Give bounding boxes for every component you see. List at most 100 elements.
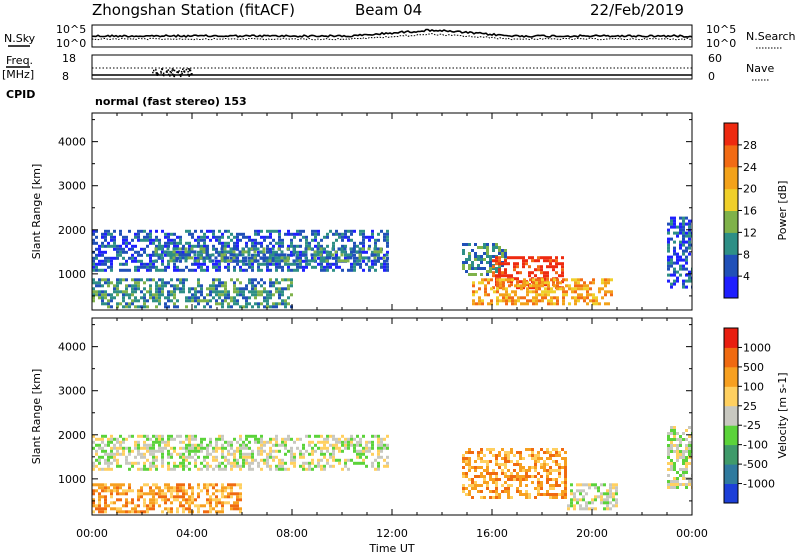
freq-dot [180,73,182,76]
freq-label: Freq. [6,54,33,67]
freq-dot [180,70,183,73]
colorbar-swatch [724,166,738,190]
y-tick-label: 3000 [58,180,86,193]
x-tick-label: 04:00 [176,527,208,540]
beam-label: Beam 04 [355,1,422,19]
freq-dot [155,69,157,71]
power-region [667,216,692,289]
cpid-label: CPID [6,88,35,101]
freq-dot [183,70,186,72]
time-axis: 00:00 04:00 08:00 12:00 16:00 20:00 00:00 [76,527,708,540]
cpid-value: normal (fast stereo) 153 [95,95,247,108]
nave-bottom-tick: 0 [708,70,715,83]
colorbar-swatch [724,328,738,348]
colorbar-tick-label: 16 [743,205,757,218]
nsky-label: N.Sky [4,32,36,45]
freq-dot [166,71,168,73]
colorbar-tick-label: -500 [743,458,768,471]
freq-dot [172,69,175,71]
colorbar-swatch [724,386,738,407]
freq-dot [166,70,168,72]
colorbar-swatch [724,232,738,255]
power-cells [92,216,692,309]
colorbar-tick-label: 12 [743,226,757,239]
velocity-region [462,448,567,499]
velocity-colorbar-label: Velocity [m s-1] [776,372,789,458]
freq-dot [156,72,158,74]
freq-panel [91,54,693,80]
freq-dot [183,71,186,73]
colorbar-swatch [724,276,738,299]
freq-dot [170,72,172,74]
nsearch-bottom-tick: 10^0 [706,37,736,50]
colorbar-tick-label: 20 [743,183,757,196]
freq-dot [189,68,191,70]
colorbar-swatch [724,210,738,233]
x-tick-label: 00:00 [676,527,708,540]
colorbar-tick-label: 100 [743,380,764,393]
colorbar-tick-label: 1000 [743,341,771,354]
x-tick-label: 00:00 [76,527,108,540]
freq-dot [156,73,158,75]
freq-dot [189,74,191,76]
power-colorbar-label: Power [dB] [776,181,789,241]
colorbar-frame [723,327,739,504]
freq-dot [155,72,157,74]
y-tick-label: 2000 [58,429,86,442]
y-tick-label: 2000 [58,224,86,237]
freq-scatter [152,68,193,78]
colorbar-swatch [724,347,738,368]
freq-dot [185,68,188,71]
freq-dot [152,71,154,74]
x-axis-label: Time UT [368,542,414,554]
freq-dot [187,68,190,70]
nave-label: Nave [746,62,774,75]
colorbar-tick-label: 25 [743,400,757,413]
colorbar-tick-label: -100 [743,439,768,452]
freq-dot [160,70,162,73]
power-y-axis-label: Slant Range [km] [30,164,43,260]
velocity-cells [92,426,692,514]
freq-dot [188,69,191,72]
freq-dot [187,73,189,76]
colorbar-swatch [724,464,738,484]
date-label: 22/Feb/2019 [590,1,684,19]
freq-dot [169,75,171,77]
freq-dot [167,73,170,76]
power-panel: 1000 2000 3000 4000 Slant Range [km] 4 8 12 16 20… [30,112,789,311]
nsky-top-tick: 10^5 [56,23,86,36]
power-region [92,278,293,309]
freq-dot [169,70,171,73]
colorbar-swatch [724,144,738,168]
colorbar-tick-label: 28 [743,139,757,152]
y-tick-label: 4000 [58,136,86,149]
freq-dot [176,71,178,73]
x-tick-label: 12:00 [376,527,408,540]
colorbar-tick-label: -1000 [743,478,775,491]
freq-dot [190,73,193,76]
velocity-y-axis-label: Slant Range [km] [30,369,43,465]
colorbar-swatch [724,366,738,387]
y-tick-label: 1000 [58,473,86,486]
station-title: Zhongshan Station (fitACF) [92,1,295,19]
freq-dot [180,75,182,78]
y-tick-label: 1000 [58,268,86,281]
colorbar-swatch [724,123,738,146]
colorbar-swatch [724,483,738,504]
freq-dot [171,70,173,72]
colorbar-tick-label: 500 [743,361,764,374]
freq-dot [187,71,189,73]
colorbar-tick-label: 24 [743,161,757,174]
freq-dot [172,73,174,75]
colorbar-tick-label: 8 [743,248,750,261]
freq-dot [179,74,181,76]
freq-dot [173,69,176,72]
freq-bottom-tick: 8 [62,70,69,83]
nsearch-label: N.Search [746,30,796,43]
colorbar-swatch [724,444,738,465]
colorbar-tick-label: -25 [743,419,761,432]
freq-dot [182,68,184,70]
velocity-region [92,434,389,471]
